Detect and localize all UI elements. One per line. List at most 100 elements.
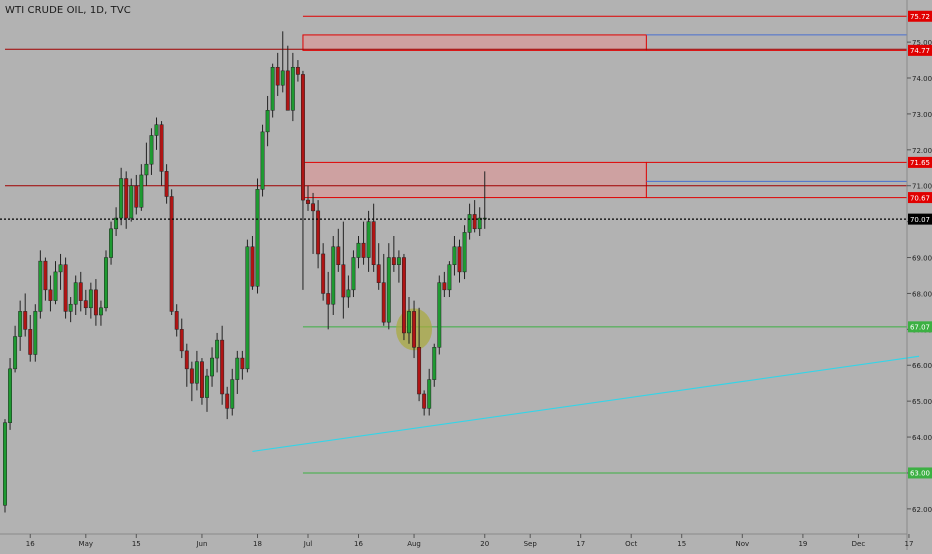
price-tag-label: 71.65 (910, 159, 930, 167)
candle-body (265, 110, 270, 133)
price-tag-box (908, 467, 932, 479)
candle-body (290, 66, 295, 111)
y-tick-label: 73.00 (912, 111, 932, 119)
candle-body (13, 336, 18, 370)
candle-body (321, 253, 326, 294)
candle-body (280, 70, 285, 86)
candle-body (356, 242, 361, 258)
candle-body (114, 217, 119, 230)
y-tick-label: 65.00 (912, 398, 932, 406)
candle-body (109, 228, 113, 258)
x-tick-label: Jul (303, 540, 313, 548)
x-tick-label: 17 (904, 540, 913, 548)
candle-body (225, 393, 230, 409)
candle-body (33, 311, 38, 355)
price-tag-label: 70.07 (910, 216, 930, 224)
supply-zone-upper (302, 34, 647, 51)
candle-body (235, 357, 240, 380)
y-tick-label: 62.00 (912, 506, 932, 514)
x-axis-ticks: 16 May 15 Jun 18 Jul 16 Aug 20 Sep 17 Oct 15 Nov 19 Dec… (26, 534, 913, 548)
candle-body (467, 214, 472, 233)
candle-body (432, 347, 437, 380)
price-tag-label: 74.77 (910, 47, 930, 55)
candle-body (285, 70, 290, 111)
x-tick-label: 20 (480, 540, 489, 548)
candle-body (48, 289, 53, 301)
candle-body (437, 282, 442, 348)
axes (0, 0, 908, 550)
y-tick-label: 72.00 (912, 147, 932, 155)
trendline-group (252, 355, 920, 453)
x-tick-label: Dec (852, 540, 866, 548)
candle-body (28, 329, 33, 355)
x-tick-label: 15 (132, 540, 141, 548)
x-tick-label: 19 (798, 540, 807, 548)
candle-body (154, 124, 159, 136)
candle-body (88, 289, 93, 309)
x-tick-label: Nov (735, 540, 749, 548)
candle-body (220, 339, 225, 395)
x-tick-label: Sep (524, 540, 538, 548)
candle-body (215, 339, 220, 359)
candle-body (184, 350, 189, 370)
candle-body (200, 361, 204, 398)
candle-body (396, 257, 401, 265)
candle-body (255, 189, 260, 287)
candle-body (371, 221, 376, 265)
candle-body (53, 271, 58, 301)
candle-body (210, 357, 215, 377)
candle-body (104, 257, 108, 309)
y-tick-label: 68.00 (912, 290, 932, 298)
candle-body (179, 329, 184, 352)
candle-body (311, 203, 316, 212)
candle-body (3, 422, 7, 506)
candle-body (174, 311, 179, 330)
zones (302, 34, 647, 199)
x-tick-label: Oct (625, 540, 637, 548)
candle-body (23, 311, 28, 330)
price-tag-box (908, 321, 932, 333)
candle-body (422, 393, 427, 409)
candle-body (477, 217, 482, 230)
candle-body (361, 242, 366, 258)
candle-body (73, 282, 78, 305)
candle-body (58, 264, 63, 273)
candle-body (99, 307, 103, 316)
candle-body (447, 264, 452, 291)
candle-body (139, 174, 144, 208)
candle-body (8, 368, 13, 423)
candle-body (427, 379, 432, 409)
candle-body (316, 210, 321, 255)
candle-body (331, 246, 336, 305)
candle-body (341, 264, 346, 298)
price-tags: 75.72 74.77 71.65 70.67 70.07 67.07 63.00 (908, 10, 932, 479)
horizontal-lines (5, 15, 907, 474)
candle-body (159, 124, 164, 172)
supply-zone-lower (302, 161, 647, 199)
price-tag-box (908, 156, 932, 168)
x-tick-label: 18 (253, 540, 262, 548)
price-tag-label: 70.67 (910, 194, 930, 202)
price-tag-box (908, 10, 932, 22)
candle-body (245, 246, 250, 370)
candle-body (164, 171, 169, 197)
y-tick-label: 71.00 (912, 183, 932, 191)
x-tick-label: Aug (407, 540, 421, 548)
candle-body (306, 199, 310, 204)
candle-body (402, 257, 406, 334)
price-tag-label: 63.00 (910, 470, 930, 478)
candle-body (38, 260, 43, 312)
price-tag-box (908, 192, 932, 204)
x-tick-label: 15 (677, 540, 686, 548)
candle-body (295, 66, 300, 75)
x-tick-label: May (79, 540, 93, 548)
candle-body (43, 260, 48, 291)
candle-body (301, 74, 305, 201)
price-tag-label: 67.07 (910, 324, 930, 332)
candle-body (93, 289, 98, 316)
candle-body (376, 264, 381, 283)
candle-body (240, 357, 245, 370)
